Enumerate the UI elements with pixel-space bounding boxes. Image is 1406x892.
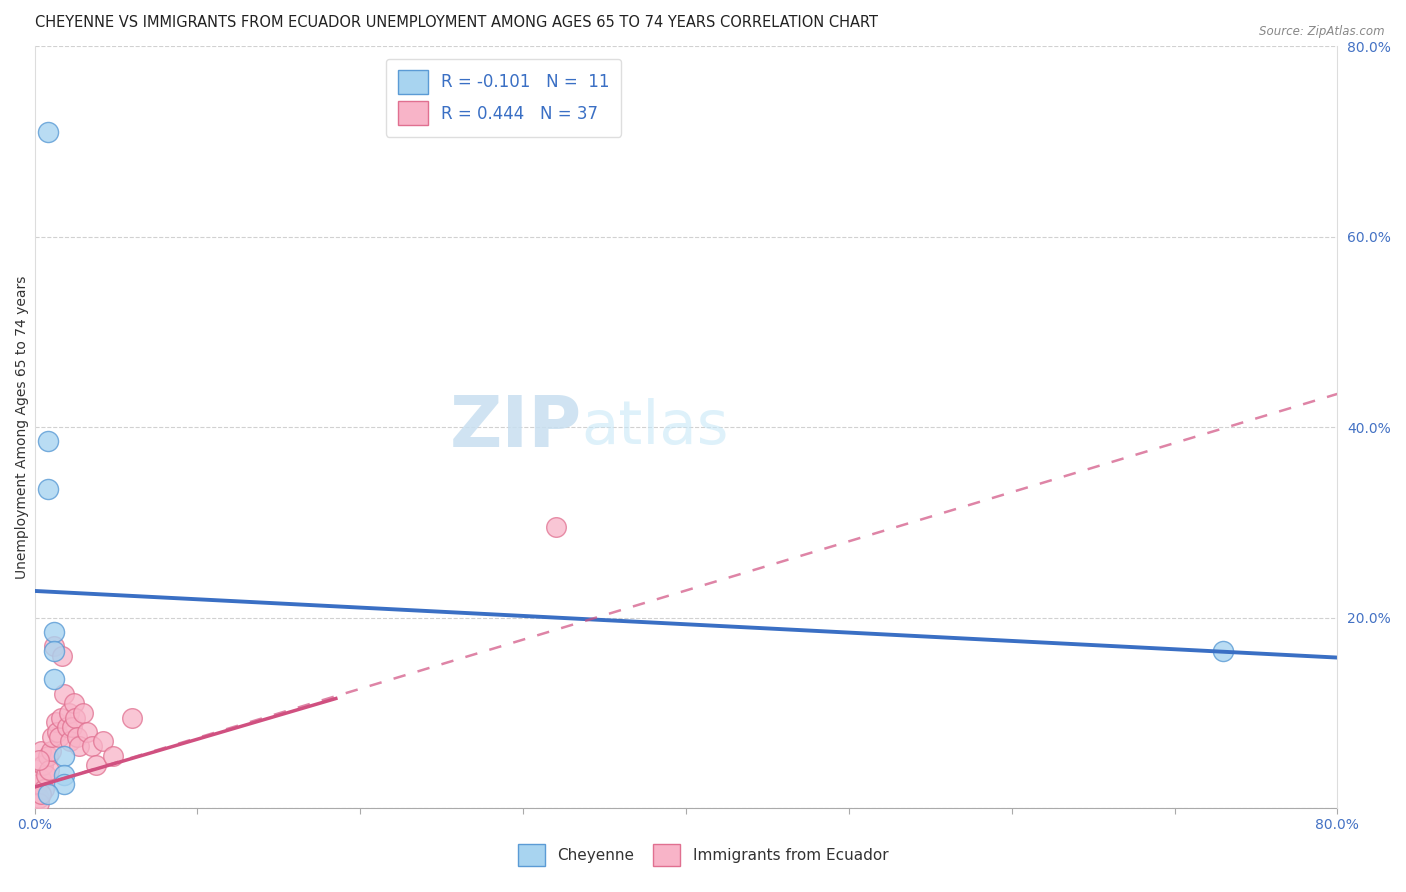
Text: CHEYENNE VS IMMIGRANTS FROM ECUADOR UNEMPLOYMENT AMONG AGES 65 TO 74 YEARS CORRE: CHEYENNE VS IMMIGRANTS FROM ECUADOR UNEM… — [35, 15, 877, 30]
Point — [42, 644, 65, 658]
Point — [544, 520, 567, 534]
Point — [48, 730, 70, 744]
Point — [42, 639, 65, 653]
Point — [86, 758, 108, 772]
Point — [65, 710, 87, 724]
Point — [35, 767, 58, 781]
Point — [51, 648, 73, 663]
Point — [31, 758, 53, 772]
Point — [76, 724, 98, 739]
Point — [45, 715, 67, 730]
Point — [101, 748, 124, 763]
Point — [52, 777, 75, 791]
Point — [28, 791, 51, 805]
Text: Source: ZipAtlas.com: Source: ZipAtlas.com — [1260, 25, 1385, 38]
Point — [52, 687, 75, 701]
Point — [37, 748, 59, 763]
Point — [49, 710, 72, 724]
Point — [1212, 644, 1234, 658]
Point — [52, 748, 75, 763]
Point — [80, 739, 103, 753]
Text: ZIP: ZIP — [450, 392, 582, 462]
Point — [28, 753, 51, 767]
Point — [39, 744, 62, 758]
Point — [46, 724, 69, 739]
Point — [37, 125, 59, 139]
Point — [30, 744, 52, 758]
Point — [91, 734, 114, 748]
Point — [59, 734, 82, 748]
Point — [28, 796, 51, 810]
Text: atlas: atlas — [582, 398, 730, 457]
Legend: Cheyenne, Immigrants from Ecuador: Cheyenne, Immigrants from Ecuador — [510, 837, 896, 873]
Point — [42, 624, 65, 639]
Point — [72, 706, 94, 720]
Point — [37, 434, 59, 449]
Point — [37, 482, 59, 496]
Point — [66, 730, 89, 744]
Point — [38, 763, 60, 777]
Point — [30, 787, 52, 801]
Point — [30, 772, 52, 787]
Point — [42, 673, 65, 687]
Point — [62, 696, 84, 710]
Point — [60, 720, 83, 734]
Point — [58, 706, 80, 720]
Point — [52, 767, 75, 781]
Point — [34, 781, 56, 796]
Point — [37, 787, 59, 801]
Legend: R = -0.101   N =  11, R = 0.444   N = 37: R = -0.101 N = 11, R = 0.444 N = 37 — [387, 59, 621, 136]
Point — [121, 710, 143, 724]
Point — [41, 730, 63, 744]
Point — [27, 777, 49, 791]
Y-axis label: Unemployment Among Ages 65 to 74 years: Unemployment Among Ages 65 to 74 years — [15, 276, 30, 579]
Point — [67, 739, 90, 753]
Point — [56, 720, 79, 734]
